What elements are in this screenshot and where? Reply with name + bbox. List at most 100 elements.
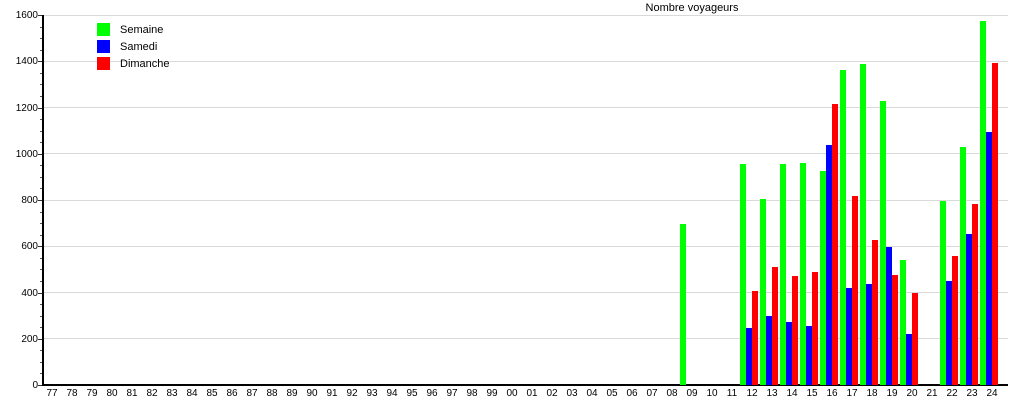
y-axis-tick-label: 1000 (15, 148, 38, 160)
y-axis-tick-major (38, 15, 42, 16)
y-axis-tick-major (38, 246, 42, 248)
gridline-1400 (43, 60, 1008, 62)
y-axis-tick-minor (40, 176, 43, 178)
gridline-1200 (43, 107, 1008, 108)
x-axis-tick-label: 15 (806, 388, 818, 399)
y-axis-tick-major (38, 61, 42, 63)
gridline-400 (43, 292, 1008, 293)
x-axis-tick-label: 14 (786, 388, 798, 399)
legend-swatch-semaine (97, 23, 110, 36)
bar-samedi-17 (846, 288, 852, 385)
bar-dimanche-18 (872, 240, 878, 385)
legend-label-dimanche: Dimanche (120, 57, 170, 70)
x-axis-tick-label: 82 (146, 388, 158, 399)
bar-dimanche-13 (772, 267, 778, 385)
x-axis-tick-label: 90 (306, 388, 318, 399)
x-axis-tick-label: 11 (726, 388, 738, 399)
x-axis-tick-label: 12 (746, 388, 758, 399)
y-axis-tick-minor (40, 350, 43, 352)
legend-label-samedi: Samedi (120, 40, 158, 53)
bar-dimanche-12 (752, 291, 758, 385)
y-axis-tick-minor (40, 84, 43, 86)
x-axis-tick-label: 95 (406, 388, 418, 399)
bar-semaine-13 (760, 198, 766, 385)
y-axis-tick-minor (40, 304, 43, 306)
bar-dimanche-22 (952, 255, 958, 385)
y-axis-tick-minor (40, 269, 43, 271)
y-axis-tick-minor (40, 130, 43, 132)
y-axis-tick-minor (40, 257, 43, 259)
y-axis-tick-minor (40, 211, 43, 213)
x-axis-tick-label: 84 (186, 388, 198, 399)
legend-item-samedi: Samedi (97, 38, 170, 55)
y-axis-tick-label: 1200 (15, 102, 38, 114)
bar-semaine-14 (780, 164, 786, 385)
x-axis-tick-label: 22 (946, 388, 958, 399)
y-axis-tick-minor (40, 373, 43, 375)
x-axis-tick-label: 92 (346, 388, 358, 399)
y-axis-tick-minor (40, 38, 43, 40)
y-axis-tick-minor (40, 280, 43, 282)
y-axis-tick-major (38, 153, 42, 155)
bar-samedi-15 (806, 326, 812, 385)
y-axis-tick-minor (40, 26, 43, 28)
x-axis-tick-label: 87 (246, 388, 258, 399)
y-axis-tick-major (38, 385, 42, 386)
bar-semaine-23 (960, 146, 966, 385)
x-axis-tick-label: 88 (266, 388, 278, 399)
x-axis-tick-label: 18 (866, 388, 878, 399)
y-axis-tick-minor (40, 188, 43, 190)
bar-dimanche-15 (812, 272, 818, 385)
y-axis-tick-label: 800 (21, 195, 38, 206)
legend-label-semaine: Semaine (120, 23, 164, 36)
x-axis-tick-label: 17 (846, 388, 858, 399)
x-axis-tick-label: 10 (706, 388, 718, 399)
bar-samedi-19 (886, 246, 892, 385)
bar-samedi-13 (766, 316, 772, 385)
y-axis-tick-label: 200 (21, 333, 38, 345)
x-axis-tick-label: 89 (286, 388, 298, 399)
y-axis-tick-major (38, 292, 42, 294)
x-axis-tick-label: 19 (886, 388, 898, 399)
gridline-600 (43, 245, 1008, 247)
x-axis-tick-label: 79 (86, 388, 98, 399)
y-axis-tick-minor (40, 327, 43, 329)
legend-item-dimanche: Dimanche (97, 55, 170, 72)
y-axis-tick-minor (40, 49, 43, 51)
bar-semaine-24 (980, 20, 986, 385)
x-axis-tick-label: 94 (386, 388, 398, 399)
x-axis-tick-label: 20 (906, 388, 918, 399)
x-axis-tick-label: 85 (206, 388, 218, 399)
bar-samedi-22 (946, 281, 952, 385)
y-axis-tick-minor (40, 315, 43, 317)
y-axis-tick-minor (40, 119, 43, 121)
x-axis-tick-label: 99 (486, 388, 498, 399)
gridline-1000 (43, 153, 1008, 155)
bar-dimanche-19 (892, 274, 898, 385)
x-axis-tick-label: 16 (826, 388, 838, 399)
bar-dimanche-23 (972, 203, 978, 385)
gridline-200 (43, 338, 1008, 340)
bar-dimanche-20 (912, 292, 918, 385)
y-axis-tick-minor (40, 361, 43, 363)
y-axis-tick-minor (40, 165, 43, 167)
y-axis-tick-minor (40, 223, 43, 225)
y-axis-tick-label: 400 (21, 287, 38, 299)
y-axis-line (42, 15, 44, 385)
bar-semaine-15 (800, 163, 806, 385)
bar-semaine-09 (680, 224, 686, 385)
x-axis-tick-label: 03 (566, 388, 578, 399)
x-axis-line (42, 384, 1008, 386)
bar-semaine-18 (860, 63, 866, 385)
legend-swatch-dimanche (97, 57, 110, 70)
x-axis-tick-label: 78 (66, 388, 78, 399)
y-axis-tick-label: 600 (21, 241, 38, 253)
x-axis-tick-label: 07 (646, 388, 658, 399)
x-axis-tick-label: 02 (546, 388, 558, 399)
x-axis-tick-label: 97 (446, 388, 458, 399)
x-axis-tick-label: 98 (466, 388, 478, 399)
bar-dimanche-24 (992, 63, 998, 385)
bar-samedi-18 (866, 284, 872, 385)
y-axis-tick-minor (40, 234, 43, 236)
y-axis-tick-minor (40, 72, 43, 74)
